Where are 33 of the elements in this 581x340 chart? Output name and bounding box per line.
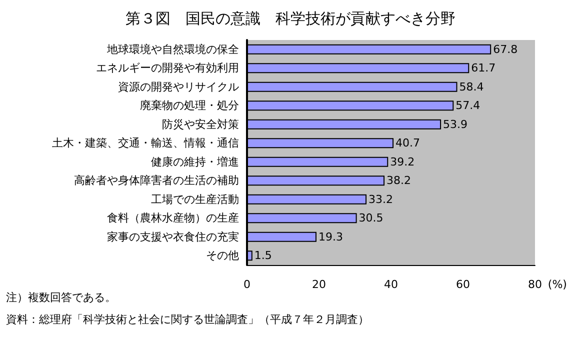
data-label: 61.7 — [471, 62, 496, 75]
y-tick-label: 食料（農林水産物）の生産 — [107, 212, 239, 225]
x-tick-label: 80 — [528, 278, 542, 291]
data-label: 19.3 — [318, 230, 343, 244]
text: 資料：総理府「科学技術と社会に関する世論調査」（平成７年２月調査） — [6, 313, 369, 326]
y-tick-label: 家事の支援や衣食住の充実 — [107, 230, 239, 244]
data-label: 58.4 — [459, 80, 484, 94]
y-tick-label: 防災や安全対策 — [162, 118, 239, 131]
data-label: 67.8 — [493, 42, 518, 56]
x-tick-label: 20 — [312, 278, 326, 291]
data-label: 57.4 — [456, 99, 480, 112]
data-label: 30.5 — [358, 212, 384, 225]
data-label: 1.5 — [254, 249, 272, 262]
data-label: 40.7 — [396, 136, 420, 150]
y-tick-label: 地球環境や自然環境の保全 — [106, 42, 239, 56]
data-label: 53.9 — [443, 118, 468, 131]
y-tick-label: 健康の維持・増進 — [151, 155, 239, 168]
y-tick-label: 高齢者や身体障害者の生活の補助 — [74, 174, 239, 188]
x-tick-label: 0 — [244, 278, 250, 291]
y-tick-label: 廃棄物の処理・処分 — [140, 99, 239, 112]
text: 注）複数回答である。 — [6, 291, 116, 304]
x-tick-label: 40 — [384, 278, 398, 291]
data-label: 38.2 — [386, 174, 412, 188]
y-tick-label: その他 — [206, 249, 239, 262]
y-tick-label: エネルギーの開発や有効利用 — [96, 62, 239, 75]
data-label: 33.2 — [368, 192, 394, 206]
x-tick-label: 60 — [456, 278, 470, 291]
x-axis-title: (%) — [548, 278, 567, 291]
chart-title: 第３図 国民の意識 科学技術が貢献すべき分野 — [126, 10, 456, 28]
y-tick-label: 資源の開発やリサイクル — [118, 80, 239, 94]
y-tick-label: 土木・建築、交通・輸送、情報・通信 — [52, 136, 239, 150]
data-label: 39.2 — [390, 155, 415, 168]
y-tick-label: 工場での生産活動 — [151, 192, 239, 206]
